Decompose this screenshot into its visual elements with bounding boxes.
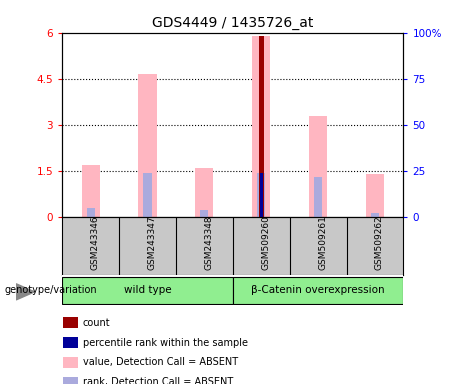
- Bar: [63, 317, 77, 328]
- FancyBboxPatch shape: [233, 277, 403, 304]
- Bar: [257, 173, 266, 217]
- Bar: [143, 173, 152, 217]
- Text: value, Detection Call = ABSENT: value, Detection Call = ABSENT: [83, 358, 238, 367]
- Text: GSM509262: GSM509262: [375, 215, 384, 270]
- Bar: [195, 168, 213, 217]
- Bar: [138, 74, 157, 217]
- Bar: [260, 173, 263, 217]
- Bar: [87, 209, 95, 217]
- Text: genotype/variation: genotype/variation: [5, 285, 97, 295]
- Text: GSM509261: GSM509261: [318, 215, 327, 270]
- Text: wild type: wild type: [124, 285, 171, 295]
- Text: GSM243348: GSM243348: [204, 215, 213, 270]
- Bar: [200, 210, 208, 217]
- Text: count: count: [83, 318, 111, 328]
- Bar: [63, 337, 77, 348]
- Text: GSM243347: GSM243347: [148, 215, 157, 270]
- Bar: [252, 36, 270, 217]
- Bar: [366, 174, 384, 217]
- Title: GDS4449 / 1435726_at: GDS4449 / 1435726_at: [152, 16, 313, 30]
- Bar: [371, 213, 379, 217]
- Bar: [314, 177, 322, 217]
- Polygon shape: [16, 284, 35, 300]
- Bar: [63, 357, 77, 368]
- Bar: [63, 377, 77, 384]
- Text: β-Catenin overexpression: β-Catenin overexpression: [251, 285, 385, 295]
- Text: GSM509260: GSM509260: [261, 215, 270, 270]
- Text: percentile rank within the sample: percentile rank within the sample: [83, 338, 248, 348]
- Bar: [309, 116, 327, 217]
- Text: GSM243346: GSM243346: [91, 215, 100, 270]
- FancyBboxPatch shape: [62, 277, 233, 304]
- Text: rank, Detection Call = ABSENT: rank, Detection Call = ABSENT: [83, 377, 233, 384]
- Bar: [82, 165, 100, 217]
- Bar: [259, 36, 264, 217]
